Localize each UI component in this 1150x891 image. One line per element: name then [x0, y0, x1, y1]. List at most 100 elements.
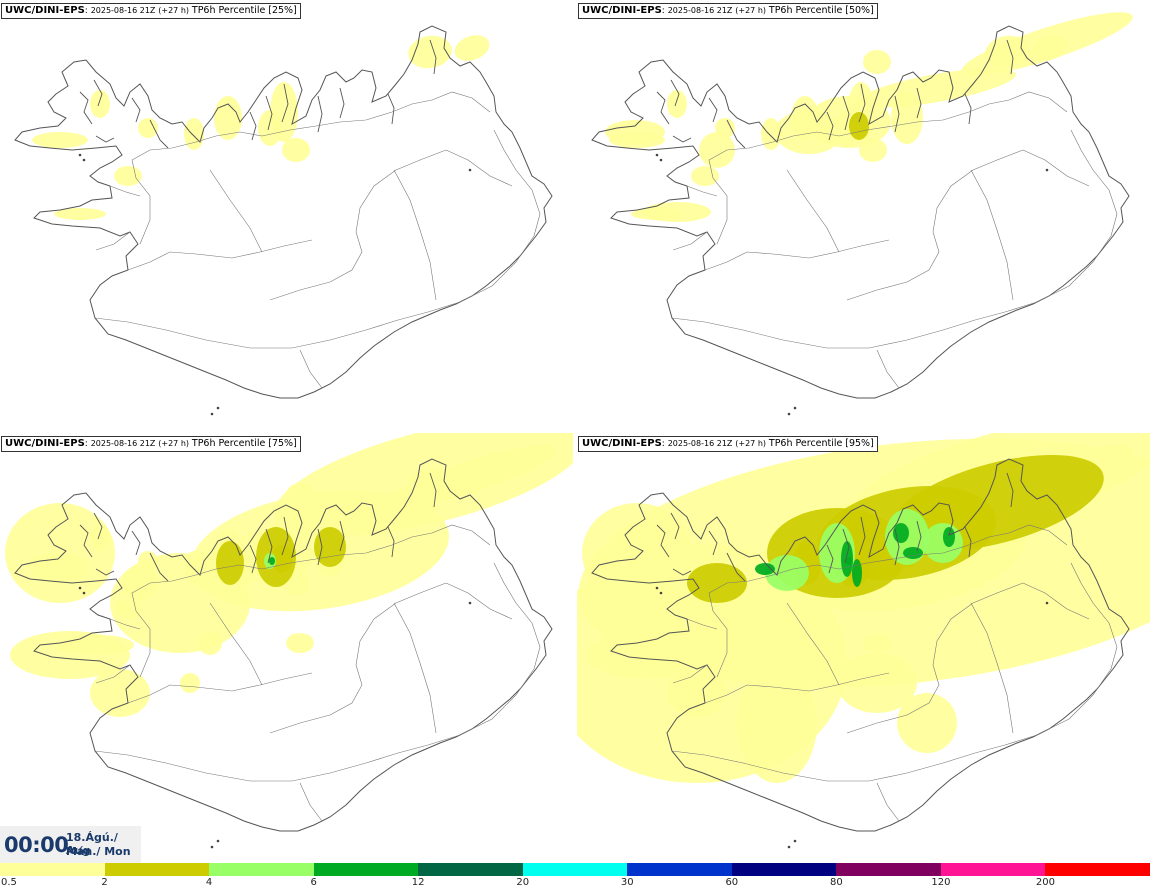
fjord-line [265, 528, 273, 564]
fjord-line [249, 544, 257, 574]
precip-area [54, 208, 106, 220]
precip-field [5, 433, 573, 717]
fjord-line [95, 135, 115, 143]
fjord-line [429, 39, 437, 75]
precip-map [5, 433, 573, 849]
fjord-line [858, 516, 866, 556]
fjord-line [656, 91, 670, 125]
island-dot [216, 406, 220, 410]
road-line [109, 185, 141, 197]
precip-area [454, 35, 490, 61]
precip-area [765, 555, 809, 591]
colorbar-segment [940, 863, 1046, 876]
island-dot [787, 845, 791, 849]
panel-title: UWC/DINI-EPS: 2025-08-16 21Z (+27 h) TP6… [1, 3, 301, 19]
colorbar-segment [104, 863, 210, 876]
road-line [94, 129, 541, 349]
fjord-line [826, 544, 834, 574]
fjord-line [916, 87, 922, 119]
valid-time: 00:00 [4, 833, 69, 857]
island-dot [655, 586, 659, 590]
precip-area [691, 166, 719, 186]
road-line [269, 149, 447, 301]
precip-area [893, 523, 909, 543]
road-line [672, 664, 708, 684]
map-panel-50: UWC/DINI-EPS: 2025-08-16 21Z (+27 h) TP6… [577, 0, 1150, 430]
fjord-line [131, 97, 141, 123]
coastline [14, 25, 553, 399]
colorbar-label: 12 [411, 877, 425, 888]
precip-area [198, 631, 222, 655]
road-line [876, 782, 900, 822]
road-line [708, 524, 1068, 678]
fjord-line [339, 87, 345, 119]
fjord-line [387, 526, 395, 558]
precip-area [755, 563, 775, 575]
colorbar-label: 30 [620, 877, 634, 888]
precip-area [114, 166, 142, 186]
fjord-line [708, 97, 718, 123]
fjord-line [842, 95, 850, 131]
precip-area [258, 110, 282, 146]
precip-field [577, 433, 1150, 783]
island-dot [468, 601, 472, 605]
precip-area [699, 132, 735, 168]
road-line [299, 782, 323, 822]
precip-area [897, 693, 957, 753]
precip-area [667, 90, 687, 118]
precip-area [775, 110, 843, 154]
road-line [686, 185, 718, 197]
island-dot [655, 153, 659, 157]
fjord-line [131, 530, 141, 556]
island-dot [468, 168, 472, 172]
precip-area [849, 112, 869, 140]
precip-map [14, 25, 553, 416]
precip-area [923, 523, 963, 563]
colorbar-label: 60 [725, 877, 739, 888]
precip-area [184, 118, 204, 150]
fjord-line [95, 568, 115, 576]
island-dot [793, 839, 797, 843]
fjord-line [265, 95, 273, 131]
fjord-line [726, 552, 746, 582]
road-line [786, 602, 840, 686]
precip-area [841, 541, 853, 577]
fjord-line [656, 524, 670, 558]
precip-area [852, 559, 862, 587]
fjord-line [708, 530, 718, 556]
precip-area [256, 527, 296, 587]
precip-area [90, 669, 150, 717]
precip-map [577, 433, 1150, 849]
island-dot [659, 591, 663, 595]
fjord-line [317, 95, 323, 133]
road-line [846, 582, 1024, 734]
road-line [393, 169, 437, 301]
colorbar-segment [313, 863, 419, 876]
colorbar-segment [627, 863, 732, 876]
coastline [591, 25, 1130, 399]
precip-area [408, 35, 452, 69]
fjord-line [281, 83, 289, 123]
precip-area [837, 653, 917, 713]
island-dot [1045, 168, 1049, 172]
road-line [94, 562, 541, 782]
colorbar-segment [209, 863, 314, 876]
road-line [209, 169, 263, 253]
fjord-line [842, 528, 850, 564]
precip-map [591, 12, 1133, 416]
precip-area [214, 96, 242, 140]
fjord-line [672, 568, 692, 576]
precip-area [282, 138, 310, 162]
precip-area [110, 553, 250, 653]
road-line [686, 618, 718, 630]
fjord-line [1006, 472, 1014, 508]
precip-area [891, 92, 923, 144]
road-line [109, 618, 141, 630]
colorbar-segment [522, 863, 628, 876]
precip-area [605, 120, 665, 144]
precip-area [286, 633, 314, 653]
colorbar-label: 20 [516, 877, 530, 888]
road-line [671, 562, 1118, 782]
colorbar-segment [0, 863, 105, 876]
colorbar-segment [418, 863, 523, 876]
